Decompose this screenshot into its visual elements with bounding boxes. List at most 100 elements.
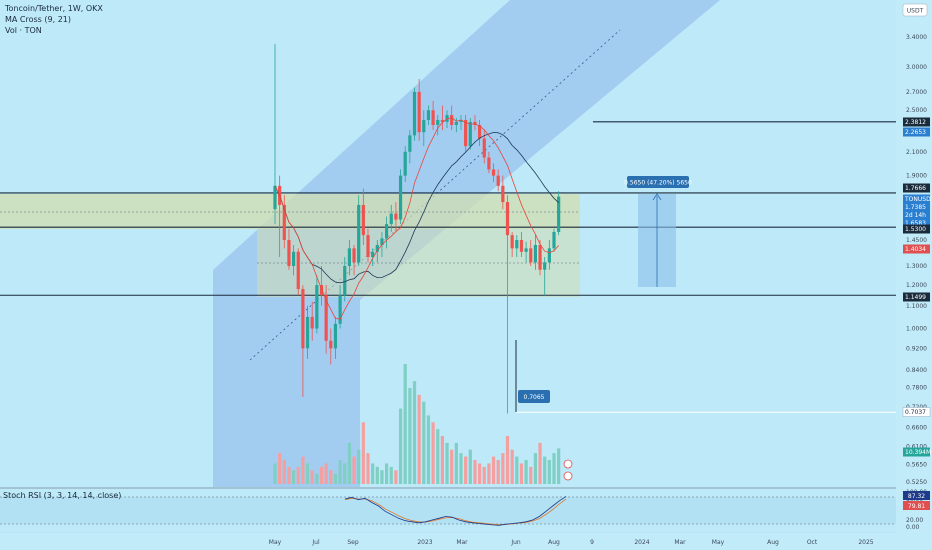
price-tick: 1.1000	[906, 303, 927, 310]
price-tick: 0.8400	[906, 367, 927, 374]
volume-bar	[417, 394, 421, 484]
candle-body	[426, 110, 431, 120]
volume-bar	[301, 456, 305, 484]
candle-body	[343, 266, 347, 296]
volume-bar	[510, 449, 514, 484]
price-tick: 1.2000	[906, 282, 927, 289]
price-tag-bg	[902, 407, 931, 417]
volume-bar	[431, 422, 435, 484]
time-label: May	[269, 539, 282, 546]
candle-body	[292, 251, 296, 267]
low-callout-bg	[518, 390, 550, 403]
volume-bar	[375, 466, 379, 484]
price-tag: 1.7385	[905, 204, 926, 211]
candle-body	[422, 119, 426, 133]
stoch-k-line	[344, 496, 567, 526]
volume-bar	[412, 381, 417, 484]
candle-body	[301, 289, 305, 349]
candle-body	[529, 248, 533, 263]
candle-body	[459, 119, 463, 122]
time-label: 9	[590, 539, 594, 546]
stoch-d-line	[344, 497, 567, 525]
price-tag-bg	[903, 202, 930, 212]
candle-body	[403, 151, 407, 176]
candle-body	[533, 244, 537, 263]
candle-body	[361, 204, 365, 236]
candle-body	[505, 202, 510, 236]
volume-bar	[389, 466, 393, 484]
volume-bar	[543, 456, 547, 484]
price-tick: 1.0000	[906, 326, 927, 333]
candle-body	[464, 119, 468, 147]
price-tag-bg	[903, 447, 930, 457]
price-tag: 2.3812	[905, 119, 926, 126]
candle-body	[487, 157, 491, 170]
volume-bar	[459, 453, 463, 484]
candle-body	[333, 323, 338, 349]
volume-bar	[357, 449, 361, 484]
time-label: Aug	[548, 539, 560, 546]
price-tag-bg	[903, 224, 930, 234]
volume-bar	[501, 453, 505, 484]
price-tick: 0.7800	[906, 385, 927, 392]
candle-body	[273, 185, 277, 210]
volume-bar	[482, 466, 486, 484]
price-tag: 1.6583	[905, 220, 926, 227]
ascending-channel[interactable]	[213, 0, 720, 487]
price-tag: TONUSDT	[904, 196, 932, 203]
candle-body	[496, 175, 500, 186]
candle-body	[282, 204, 286, 241]
candle-body	[552, 231, 556, 249]
candle-body	[389, 213, 393, 225]
candle-body	[398, 175, 403, 220]
price-tick: 2.5000	[906, 107, 927, 114]
event-icon[interactable]	[563, 459, 573, 469]
price-tag: 1.7666	[905, 185, 926, 192]
time-axis[interactable]	[0, 533, 896, 550]
currency-badge[interactable]	[902, 3, 928, 17]
volume-bar	[278, 453, 282, 484]
candle-body	[371, 251, 375, 258]
price-tick: 0.5250	[906, 479, 927, 486]
measure-label-bg	[627, 176, 689, 188]
candle-body	[450, 115, 454, 125]
price-tag-bg	[903, 194, 930, 204]
candle-body	[440, 119, 444, 122]
candle-body	[329, 340, 333, 349]
candle-body	[478, 124, 482, 139]
price-tick: 0.9200	[906, 345, 927, 352]
volume-bar	[347, 442, 351, 484]
volume-bar	[352, 456, 356, 484]
candle-body	[412, 91, 417, 136]
volume-bar	[371, 463, 375, 484]
volume-bar	[315, 473, 319, 484]
candle-body	[468, 121, 472, 147]
low-callout-label: 0.7065	[524, 394, 545, 401]
ma-slow-line	[274, 131, 559, 284]
price-tick: 1.9000	[906, 173, 927, 180]
candle-body	[431, 110, 435, 125]
event-icon-2[interactable]	[563, 471, 573, 481]
volume-bar	[333, 473, 338, 484]
stoch-band	[0, 497, 896, 524]
candle-body	[287, 240, 291, 267]
time-label: Oct	[807, 539, 818, 546]
candle-body	[375, 244, 379, 252]
volume-bar	[515, 456, 519, 484]
chart-title: Toncoin/Tether, 1W, OKX	[4, 4, 103, 13]
candle-body	[394, 213, 398, 220]
volume-bar	[426, 415, 431, 484]
candle-body	[519, 240, 524, 252]
candle-body	[305, 316, 310, 349]
volume-bar	[557, 448, 561, 484]
volume-bar	[422, 401, 426, 484]
price-tag: 2d 14h	[905, 212, 926, 219]
price-tag-bg	[903, 292, 930, 302]
candle-body	[557, 196, 561, 232]
price-axis[interactable]	[896, 0, 932, 550]
stoch-tag-k: 87.32	[908, 493, 925, 500]
candle-body	[454, 121, 458, 125]
volume-bars	[273, 364, 561, 484]
ma-fast-line	[274, 117, 560, 320]
